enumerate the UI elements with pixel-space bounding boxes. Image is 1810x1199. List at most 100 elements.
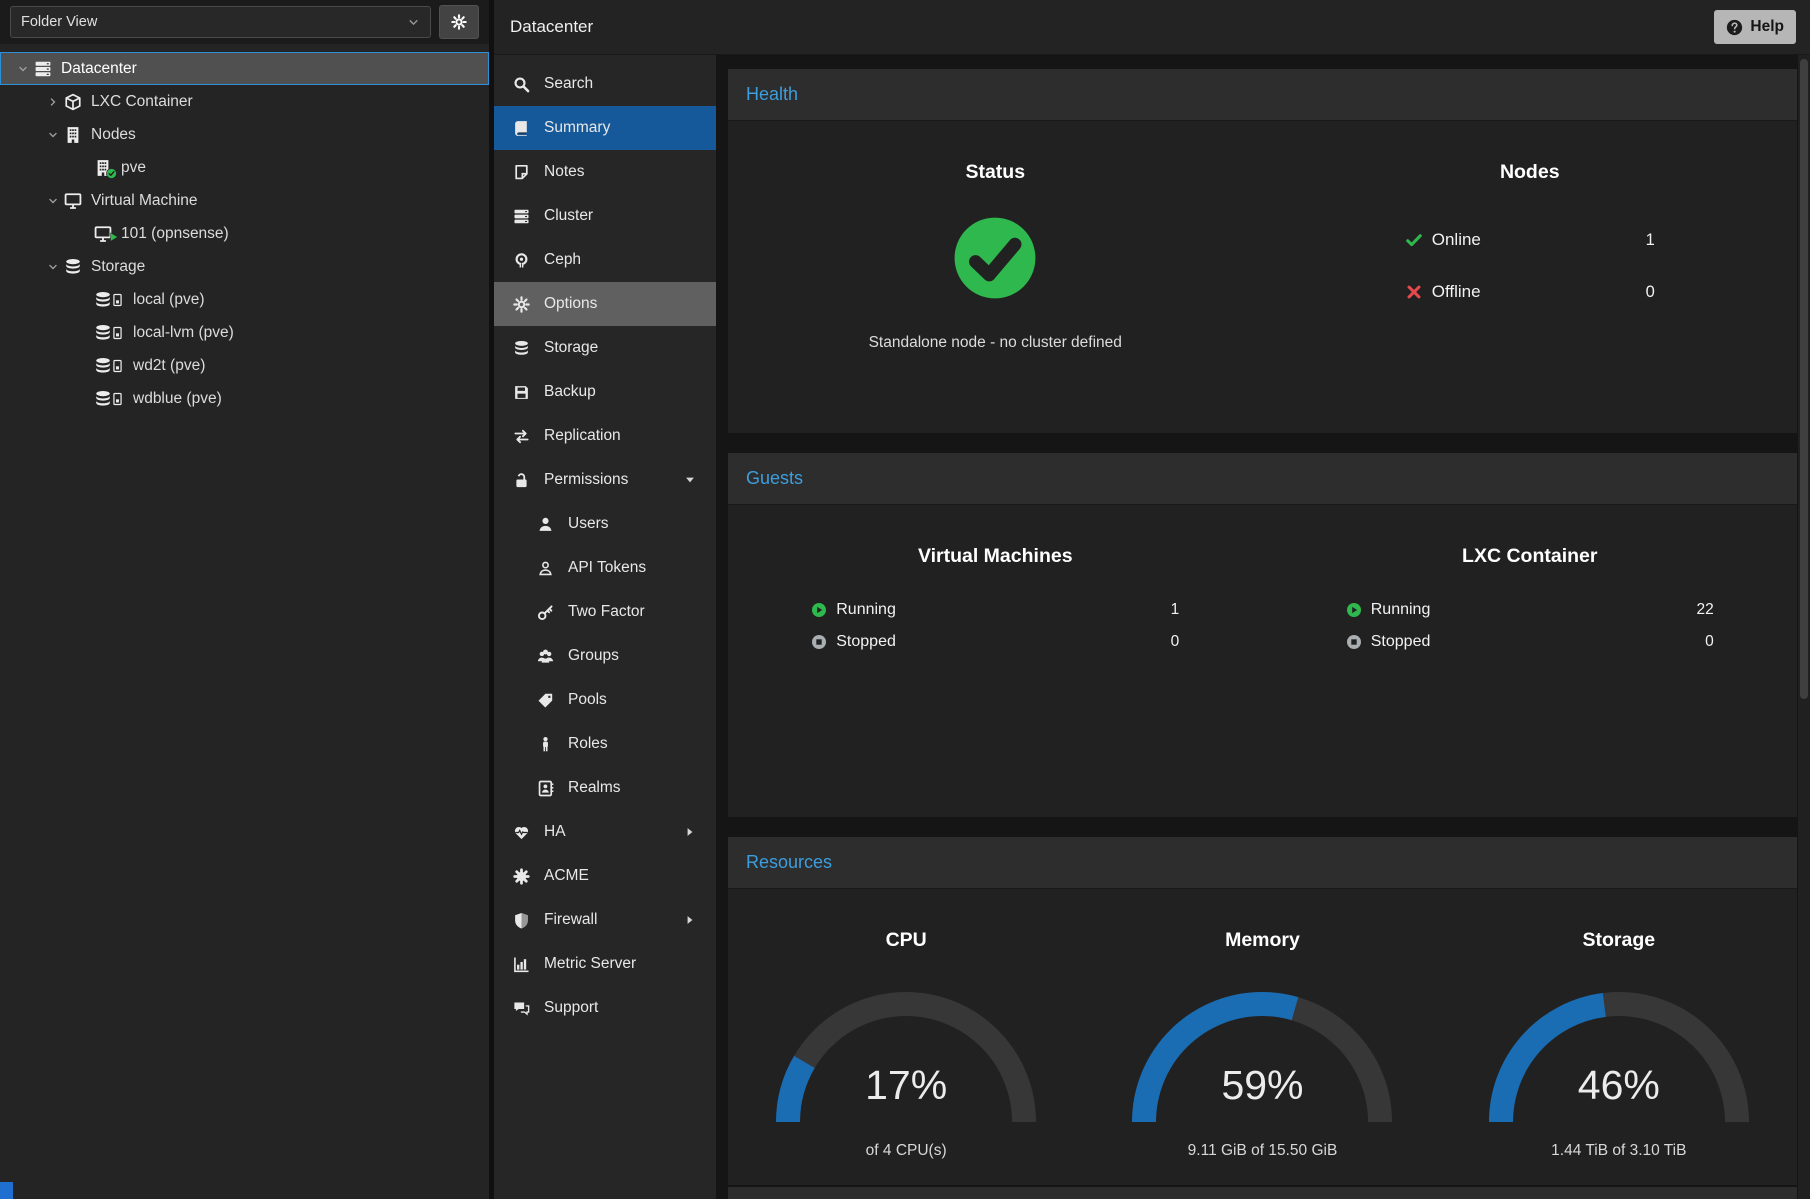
- guest-row-value: 22: [1697, 601, 1714, 619]
- nav-item-replication[interactable]: Replication: [494, 414, 716, 458]
- nodes-row-offline: Offline0: [1405, 266, 1655, 318]
- running-play-icon: [811, 602, 827, 618]
- nav-item-cluster[interactable]: Cluster: [494, 194, 716, 238]
- user-icon: [535, 516, 556, 533]
- certificate-icon: [511, 868, 532, 885]
- tree-item-virtual-machine[interactable]: Virtual Machine: [0, 184, 489, 217]
- nav-item-roles[interactable]: Roles: [494, 722, 716, 766]
- guest-row-label: Stopped: [1371, 633, 1431, 651]
- expander-down-icon[interactable]: [42, 261, 64, 273]
- guest-row-running: Running1: [811, 594, 1179, 626]
- section-nav-panel: SearchSummaryNotesClusterCephOptionsStor…: [494, 55, 716, 1199]
- guest-row-label: Stopped: [836, 633, 896, 651]
- content-scrollbar-thumb[interactable]: [1800, 59, 1808, 699]
- running-badge-icon: [109, 232, 119, 242]
- nav-item-pools[interactable]: Pools: [494, 678, 716, 722]
- nav-item-api-tokens[interactable]: API Tokens: [494, 546, 716, 590]
- guests-panel-header: Guests: [728, 453, 1797, 505]
- tree-item-local-pve[interactable]: local (pve): [0, 283, 489, 316]
- expander-down-icon[interactable]: [42, 129, 64, 141]
- nodes-row-value: 1: [1646, 231, 1655, 250]
- gear-icon: [451, 14, 467, 30]
- resources-panel: Resources CPU17%of 4 CPU(s)Memory59%9.11…: [728, 837, 1797, 1185]
- nav-item-options[interactable]: Options: [494, 282, 716, 326]
- server-icon: [511, 208, 532, 225]
- nav-item-label: Firewall: [544, 911, 597, 929]
- caret-down-icon: [684, 474, 696, 486]
- nav-item-permissions[interactable]: Permissions: [494, 458, 716, 502]
- content-scrollbar-track[interactable]: [1798, 55, 1810, 1199]
- database-icon: [64, 258, 82, 276]
- health-panel: Health Status Standalone node - no clust…: [728, 69, 1797, 433]
- desktop-play-icon: [94, 225, 112, 243]
- nav-item-notes[interactable]: Notes: [494, 150, 716, 194]
- tree-item-101-opnsense[interactable]: 101 (opnsense): [0, 217, 489, 250]
- tree-item-storage[interactable]: Storage: [0, 250, 489, 283]
- nav-item-label: Permissions: [544, 471, 628, 489]
- nav-item-groups[interactable]: Groups: [494, 634, 716, 678]
- nav-item-backup[interactable]: Backup: [494, 370, 716, 414]
- guests-column-title: Virtual Machines: [728, 505, 1263, 568]
- building-check-icon: [94, 159, 112, 177]
- status-message: Standalone node - no cluster defined: [728, 334, 1263, 352]
- next-panel-edge: [728, 1187, 1797, 1199]
- view-mode-value: Folder View: [21, 14, 97, 30]
- tag-icon: [535, 692, 556, 709]
- nav-item-search[interactable]: Search: [494, 62, 716, 106]
- user-outline-icon: [535, 560, 556, 577]
- tree-item-datacenter[interactable]: Datacenter: [0, 52, 489, 85]
- nav-item-firewall[interactable]: Firewall: [494, 898, 716, 942]
- running-play-icon: [1346, 602, 1362, 618]
- guest-row-value: 0: [1171, 633, 1180, 651]
- guests-column-lxc-container: LXC ContainerRunning22Stopped0: [1263, 505, 1798, 817]
- guests-rows: Running1 Stopped 0: [811, 594, 1179, 658]
- tree-item-lxc-container[interactable]: LXC Container: [0, 85, 489, 118]
- tree-settings-button[interactable]: [439, 5, 479, 39]
- resource-tree-panel: Folder View Datacenter LXC Container Nodes…: [0, 0, 489, 1199]
- address-book-icon: [535, 780, 556, 797]
- help-button[interactable]: Help: [1714, 10, 1796, 44]
- guests-column-title: LXC Container: [1263, 505, 1798, 568]
- resources-panel-body: CPU17%of 4 CPU(s)Memory59%9.11 GiB of 15…: [728, 889, 1797, 1185]
- nav-item-support[interactable]: Support: [494, 986, 716, 1030]
- nav-item-label: ACME: [544, 867, 589, 885]
- caret-right-icon: [684, 914, 696, 926]
- chevron-down-icon: [407, 16, 420, 29]
- resource-column-cpu: CPU17%of 4 CPU(s): [728, 889, 1084, 1185]
- expander-down-icon[interactable]: [12, 63, 34, 75]
- nav-item-two-factor[interactable]: Two Factor: [494, 590, 716, 634]
- nav-item-ceph[interactable]: Ceph: [494, 238, 716, 282]
- health-panel-header: Health: [728, 69, 1797, 121]
- tree-item-local-lvm-pve[interactable]: local-lvm (pve): [0, 316, 489, 349]
- offline-cross-icon: [1405, 283, 1423, 301]
- replication-icon: [511, 428, 532, 445]
- tree-item-wd2t-pve[interactable]: wd2t (pve): [0, 349, 489, 382]
- nodes-row-label: Offline: [1432, 282, 1481, 302]
- nav-item-users[interactable]: Users: [494, 502, 716, 546]
- nav-item-summary[interactable]: Summary: [494, 106, 716, 150]
- cube-icon: [64, 93, 82, 111]
- storage-gauge: 46%: [1479, 980, 1759, 1130]
- nav-item-storage[interactable]: Storage: [494, 326, 716, 370]
- nav-item-metric-server[interactable]: Metric Server: [494, 942, 716, 986]
- expander-right-icon[interactable]: [42, 96, 64, 108]
- tree-item-label: LXC Container: [91, 93, 193, 111]
- nav-item-ha[interactable]: HA: [494, 810, 716, 854]
- nav-item-acme[interactable]: ACME: [494, 854, 716, 898]
- tree-item-wdblue-pve[interactable]: wdblue (pve): [0, 382, 489, 415]
- nav-item-realms[interactable]: Realms: [494, 766, 716, 810]
- main-content: Health Status Standalone node - no clust…: [716, 55, 1798, 1199]
- tree-item-nodes[interactable]: Nodes: [0, 118, 489, 151]
- view-mode-select[interactable]: Folder View: [10, 6, 431, 38]
- tree-item-pve[interactable]: pve: [0, 151, 489, 184]
- expander-down-icon[interactable]: [42, 195, 64, 207]
- nodes-row-online: Online1: [1405, 214, 1655, 266]
- search-icon: [511, 76, 532, 93]
- server-icon: [34, 60, 52, 78]
- comments-icon: [511, 1000, 532, 1017]
- guest-row-value: 0: [1705, 633, 1714, 651]
- nav-item-label: Users: [568, 515, 608, 533]
- question-circle-icon: [1726, 19, 1743, 36]
- note-icon: [511, 164, 532, 181]
- ceph-icon: [511, 252, 532, 269]
